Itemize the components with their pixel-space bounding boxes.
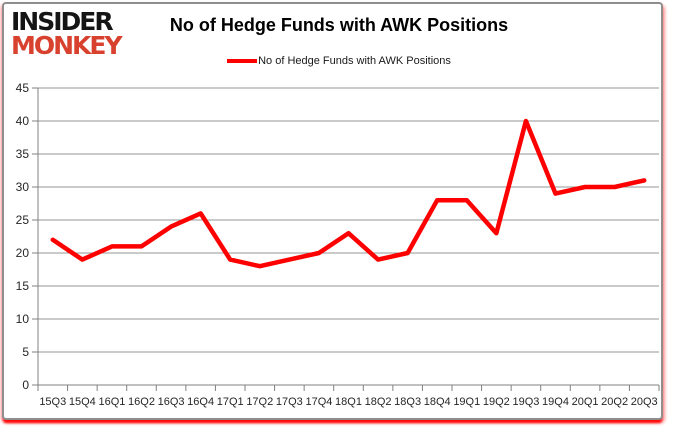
y-axis-label: 5 [22, 345, 29, 359]
series-line [50, 118, 647, 269]
legend-label: No of Hedge Funds with AWK Positions [258, 55, 451, 67]
insider-monkey-logo: INSIDER MONKEY [11, 7, 123, 60]
x-axis-label: 20Q1 [572, 396, 599, 408]
logo-text-monkey: MONKEY [11, 30, 123, 60]
x-axis-label: 19Q3 [512, 396, 539, 408]
x-axis-label: 17Q3 [276, 396, 303, 408]
y-axis-label: 40 [16, 114, 30, 128]
y-axis-label: 45 [16, 81, 30, 95]
x-axis-label: 16Q2 [128, 396, 155, 408]
x-axis-label: 20Q3 [631, 396, 658, 408]
x-axis-label: 15Q3 [39, 396, 66, 408]
legend-line-swatch [227, 59, 258, 63]
chart-legend: No of Hedge Funds with AWK Positions [0, 55, 678, 67]
chart-title: No of Hedge Funds with AWK Positions [169, 15, 509, 35]
x-axis-label: 20Q2 [601, 396, 628, 408]
x-axis-label: 19Q4 [542, 396, 569, 408]
y-axis-label: 20 [16, 246, 30, 260]
x-axis-label: 19Q2 [483, 396, 510, 408]
x-axis-label: 18Q3 [394, 396, 421, 408]
x-axis-label: 16Q4 [187, 396, 214, 408]
y-axis-label: 35 [16, 147, 30, 161]
logo-text-insider: INSIDER [11, 7, 114, 36]
x-axis-label: 19Q1 [453, 396, 480, 408]
x-axis-label: 16Q1 [98, 396, 125, 408]
x-axis-label: 16Q3 [158, 396, 185, 408]
x-axis-label: 18Q1 [335, 396, 362, 408]
y-axis-label: 0 [22, 378, 29, 392]
y-axis-label: 10 [16, 312, 30, 326]
x-axis-label: 18Q2 [365, 396, 392, 408]
x-axis-label: 15Q4 [69, 396, 96, 408]
y-axis-label: 15 [16, 279, 30, 293]
x-axis-label: 17Q1 [217, 396, 244, 408]
chart-frame [2, 2, 663, 420]
x-axis-label: 17Q2 [246, 396, 273, 408]
x-axis-label: 17Q4 [305, 396, 332, 408]
y-axis-label: 25 [16, 213, 30, 227]
x-axis-label: 18Q4 [424, 396, 451, 408]
y-axis-label: 30 [16, 180, 30, 194]
